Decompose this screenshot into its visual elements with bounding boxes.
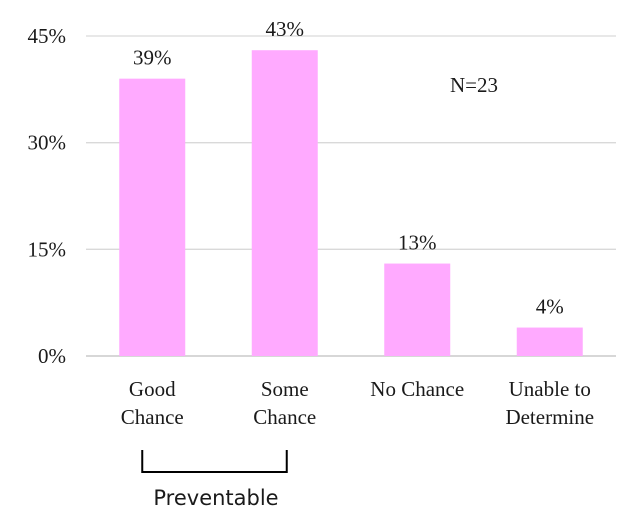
sample-size-annotation: N=23 bbox=[450, 73, 498, 97]
data-labels: 39% 43% 13% 4% bbox=[133, 17, 564, 318]
y-axis-ticks: 0% 15% 30% 45% bbox=[28, 24, 67, 368]
data-label: 39% bbox=[133, 46, 172, 70]
x-category-label: No Chance bbox=[370, 377, 464, 401]
x-axis-labels: Good Chance Some Chance No Chance Unable to De… bbox=[121, 377, 594, 429]
bar bbox=[119, 78, 186, 357]
group-label-preventable: Preventable bbox=[153, 486, 278, 510]
x-category-label: Good Chance bbox=[121, 377, 184, 429]
data-label: 43% bbox=[266, 17, 305, 41]
y-tick-label: 15% bbox=[28, 237, 67, 261]
data-label: 4% bbox=[536, 295, 564, 319]
bar bbox=[251, 50, 318, 356]
preventable-bracket bbox=[141, 450, 288, 473]
y-tick-label: 0% bbox=[38, 344, 66, 368]
bar bbox=[516, 327, 583, 356]
data-label: 13% bbox=[398, 231, 437, 255]
bracket-line bbox=[141, 450, 288, 473]
y-tick-label: 30% bbox=[28, 131, 67, 155]
x-category-label: Some Chance bbox=[253, 377, 316, 429]
bars bbox=[119, 50, 583, 357]
bar bbox=[384, 263, 451, 356]
x-category-label: Unable to Determine bbox=[505, 377, 594, 429]
y-tick-label: 45% bbox=[28, 24, 67, 48]
